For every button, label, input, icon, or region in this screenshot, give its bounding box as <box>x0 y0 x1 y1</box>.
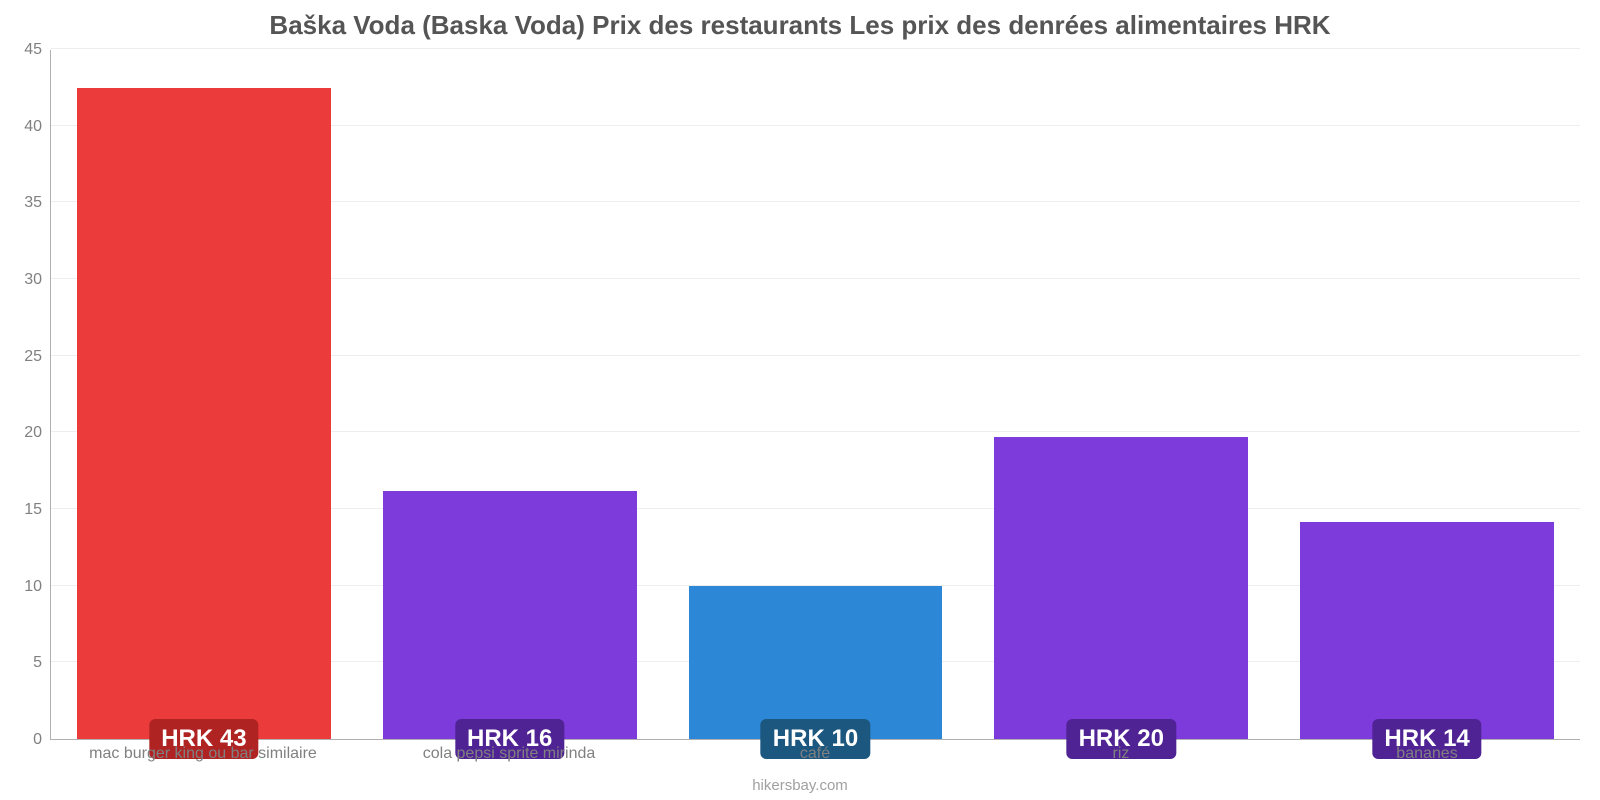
xtick-label: café <box>662 745 968 763</box>
ytick-label: 35 <box>2 194 42 212</box>
xtick-label: riz <box>968 745 1274 763</box>
xtick-label: cola pepsi sprite mirinda <box>356 745 662 763</box>
ytick-label: 15 <box>2 501 42 519</box>
ytick-label: 20 <box>2 424 42 442</box>
xtick-label: bananes <box>1274 745 1580 763</box>
gridline <box>51 48 1580 49</box>
attribution-text: hikersbay.com <box>0 777 1600 794</box>
bar-slot: HRK 14 <box>1274 50 1580 739</box>
ytick-label: 30 <box>2 271 42 289</box>
bar: HRK 43 <box>77 88 331 739</box>
bar: HRK 14 <box>1300 522 1554 739</box>
bar-slot: HRK 10 <box>663 50 969 739</box>
ytick-label: 40 <box>2 118 42 136</box>
price-bar-chart: Baška Voda (Baska Voda) Prix des restaur… <box>0 0 1600 800</box>
bar-slot: HRK 20 <box>968 50 1274 739</box>
bar-slot: HRK 16 <box>357 50 663 739</box>
bars-row: HRK 43HRK 16 HRK 10 HRK 20HRK 14 <box>51 50 1580 739</box>
bar-slot: HRK 43 <box>51 50 357 739</box>
ytick-label: 0 <box>2 731 42 749</box>
xtick-label: mac burger king ou bar similaire <box>50 745 356 763</box>
ytick-label: 45 <box>2 41 42 59</box>
plot-area: HRK 43HRK 16 HRK 10 HRK 20HRK 14 <box>50 50 1580 740</box>
chart-title: Baška Voda (Baska Voda) Prix des restaur… <box>0 10 1600 41</box>
x-axis-category-labels: mac burger king ou bar similairecola pep… <box>50 745 1580 763</box>
ytick-label: 5 <box>2 654 42 672</box>
ytick-label: 25 <box>2 348 42 366</box>
bar: HRK 16 <box>383 491 637 739</box>
bar: HRK 20 <box>994 437 1248 739</box>
ytick-label: 10 <box>2 578 42 596</box>
bar: HRK 10 <box>689 586 943 739</box>
